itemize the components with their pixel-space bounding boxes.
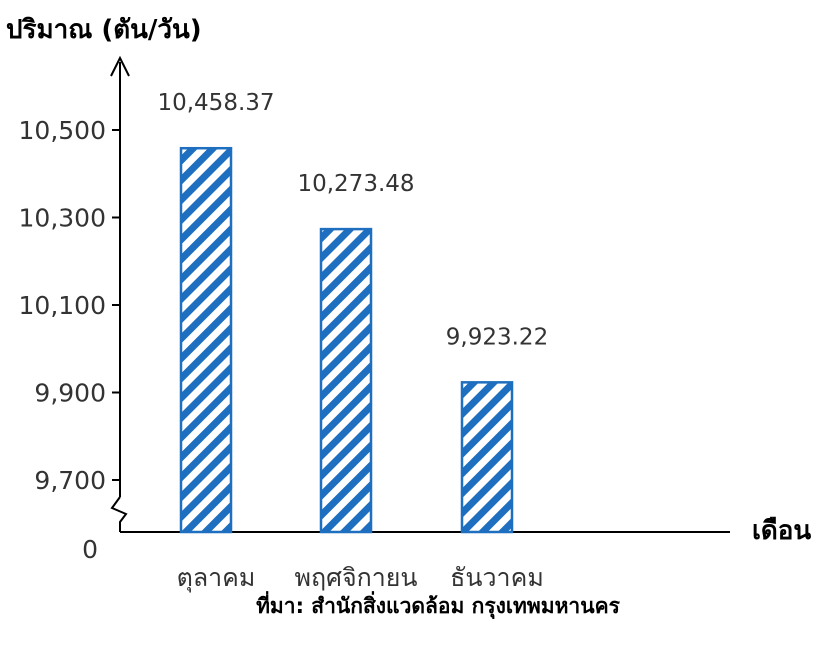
bars [179,146,514,534]
x-axis-label: เดือน [752,516,811,546]
x-tick-label: ตุลาคม [177,563,256,593]
y-tick-label: 9,700 [34,466,106,495]
bar [319,227,373,534]
data-label: 10,273.48 [297,171,414,197]
y-tick-label: 10,300 [19,204,106,233]
axis-break-mark [110,496,128,532]
x-tick-label: พฤศจิกายน [294,563,417,592]
y-tick-label: 9,900 [34,379,106,408]
bar [179,146,233,534]
data-labels: 10,458.37 10,273.48 9,923.22 [157,90,548,350]
y-axis [110,55,130,532]
category-labels: ตุลาคม พฤศจิกายน ธันวาคม [177,563,544,593]
y-tick-label: 10,100 [19,291,106,320]
y-axis-arrow [110,55,130,77]
data-label: 10,458.37 [157,90,274,116]
bar [460,381,514,534]
y-axis-label: ปริมาณ (ตัน/วัน) [6,15,202,45]
y-ticks: 9,700 9,900 10,100 10,300 10,500 [19,116,120,495]
source-note: ที่มา: สำนักสิ่งแวดล้อม กรุงเทพมหานคร [256,590,621,620]
y-tick-label-zero: 0 [82,535,98,564]
x-tick-label: ธันวาคม [450,563,544,592]
data-label: 9,923.22 [446,324,548,350]
y-tick-label: 10,500 [19,116,106,145]
